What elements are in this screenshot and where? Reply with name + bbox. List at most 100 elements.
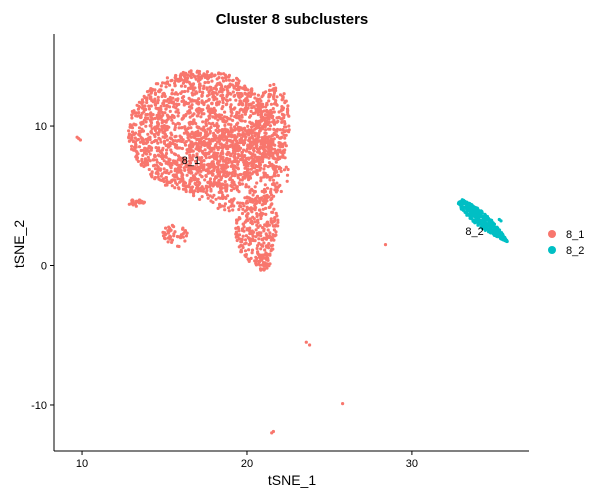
data-point	[192, 99, 196, 103]
data-point	[176, 108, 180, 112]
data-point	[183, 127, 187, 131]
data-point	[260, 237, 265, 241]
data-point	[240, 178, 244, 182]
data-point	[264, 206, 268, 210]
data-point	[210, 91, 214, 96]
data-point	[229, 143, 233, 147]
data-point	[478, 209, 482, 213]
data-point	[237, 79, 241, 83]
data-point	[259, 216, 263, 221]
data-point	[130, 113, 134, 117]
data-point	[471, 218, 475, 222]
data-point	[178, 156, 182, 160]
data-point	[256, 221, 260, 225]
data-point	[206, 77, 210, 81]
data-point	[217, 139, 221, 143]
data-point	[139, 115, 143, 119]
data-point	[134, 131, 138, 135]
data-point	[192, 133, 196, 138]
data-point	[220, 129, 224, 133]
data-point	[248, 217, 252, 221]
data-point	[270, 431, 274, 435]
data-point	[225, 141, 229, 145]
data-point	[256, 244, 260, 248]
cluster-label-8_1: 8_1	[182, 155, 200, 167]
data-point	[252, 230, 256, 234]
data-point	[279, 166, 283, 170]
data-point	[247, 138, 251, 143]
data-point	[255, 170, 259, 174]
data-point	[219, 163, 223, 168]
data-point	[265, 186, 270, 190]
data-point	[162, 167, 166, 171]
data-point	[163, 111, 167, 115]
data-point	[222, 138, 226, 142]
data-point	[175, 234, 179, 239]
data-point	[216, 184, 220, 188]
data-point	[263, 183, 267, 187]
data-point	[220, 76, 225, 80]
data-point	[243, 119, 247, 123]
data-point	[165, 148, 169, 152]
data-point	[261, 105, 265, 109]
data-point	[253, 134, 257, 138]
data-point	[243, 249, 248, 253]
data-point	[235, 186, 239, 190]
data-point	[263, 149, 267, 153]
data-point	[215, 124, 219, 128]
data-point	[265, 245, 269, 249]
data-point	[225, 129, 229, 134]
data-point	[286, 112, 290, 116]
data-point	[201, 149, 205, 154]
data-point	[177, 102, 181, 106]
data-point	[263, 194, 267, 198]
data-point	[221, 105, 225, 109]
data-point	[221, 79, 226, 83]
data-point	[214, 152, 218, 157]
data-point	[159, 104, 163, 108]
data-point	[218, 205, 222, 209]
data-point	[241, 222, 245, 226]
data-point	[264, 128, 268, 132]
data-point	[198, 145, 202, 149]
data-point	[146, 116, 150, 120]
data-point	[162, 101, 166, 105]
data-point	[189, 86, 193, 90]
data-point	[130, 130, 135, 134]
data-point	[276, 218, 280, 222]
data-point	[239, 172, 243, 177]
data-point	[499, 231, 504, 235]
data-point	[269, 150, 273, 154]
data-point	[144, 124, 148, 128]
data-point	[275, 120, 279, 124]
data-point	[239, 243, 243, 248]
data-point	[221, 151, 225, 156]
data-point	[240, 211, 245, 216]
data-point	[181, 73, 185, 77]
data-point	[213, 112, 217, 116]
data-point	[280, 131, 284, 135]
data-point	[170, 101, 174, 105]
data-point	[230, 83, 234, 87]
data-point	[180, 99, 184, 103]
data-point	[151, 100, 155, 104]
data-point	[166, 231, 170, 235]
data-point	[478, 218, 482, 222]
data-point	[136, 137, 140, 142]
data-point	[243, 84, 247, 88]
data-point	[171, 121, 175, 125]
data-point	[198, 133, 202, 137]
data-point	[145, 140, 149, 144]
data-point	[244, 234, 248, 238]
data-point	[179, 135, 183, 140]
data-point	[181, 235, 185, 239]
data-point	[276, 157, 280, 161]
data-point	[163, 81, 167, 85]
data-point	[239, 107, 243, 111]
data-point	[164, 232, 168, 236]
data-point	[264, 212, 268, 216]
data-point	[200, 185, 204, 189]
data-point	[258, 151, 262, 155]
data-point	[217, 179, 221, 183]
data-point	[263, 256, 268, 260]
